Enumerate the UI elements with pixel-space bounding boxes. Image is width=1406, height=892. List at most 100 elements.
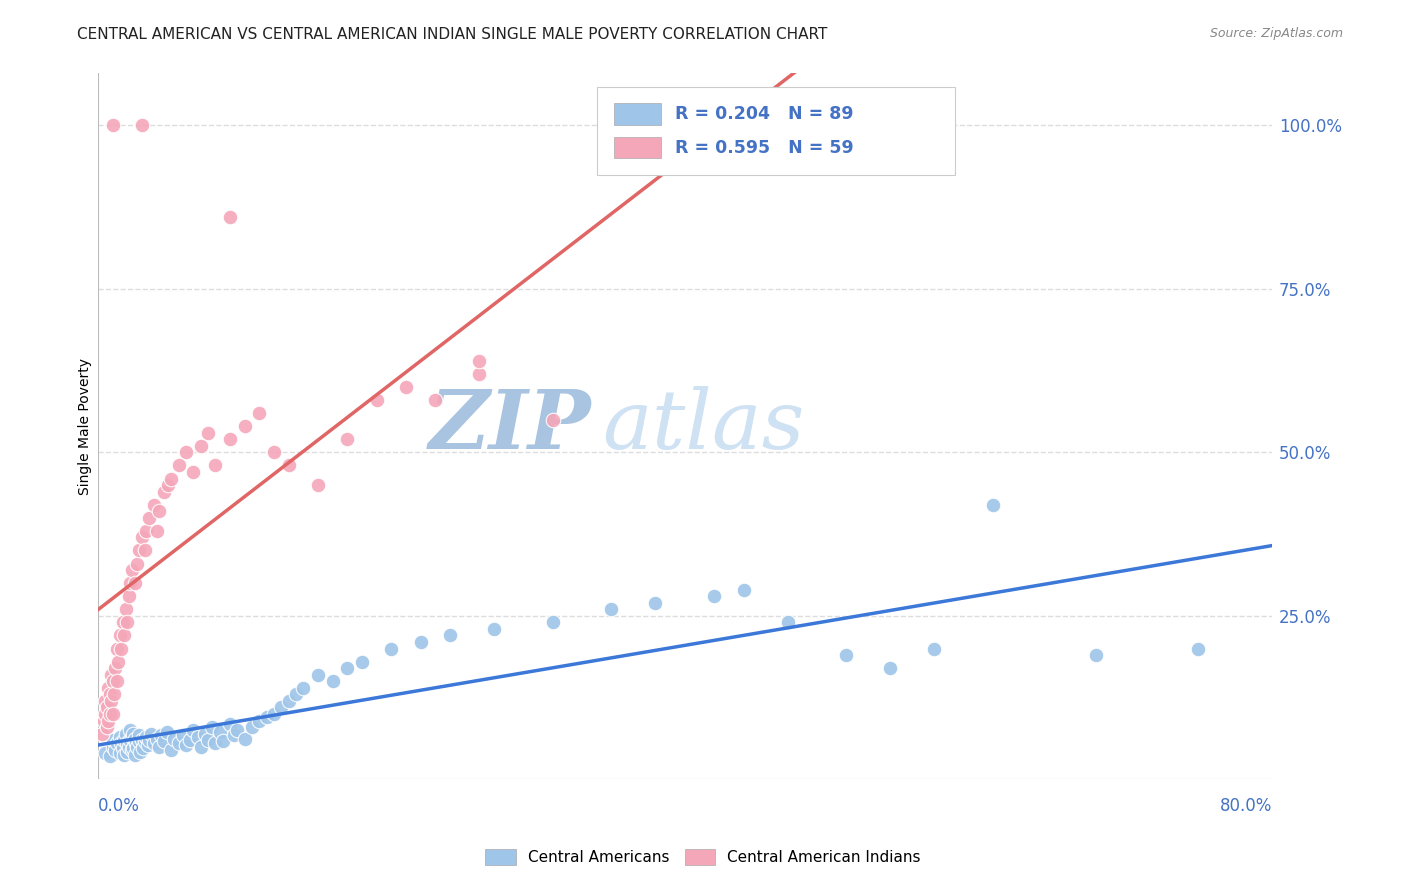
Point [336, 432, 359, 446]
Point [121, 743, 143, 757]
Text: Source: ZipAtlas.com: Source: ZipAtlas.com [1209, 27, 1343, 40]
Text: atlas: atlas [603, 386, 806, 467]
Point [115, 736, 138, 750]
Point [104, 661, 127, 675]
Point [112, 747, 135, 762]
Point [153, 734, 176, 748]
Point [124, 731, 146, 746]
Point [104, 743, 127, 757]
Point [204, 736, 226, 750]
Point [142, 736, 165, 750]
Point [211, 734, 233, 748]
Point [350, 655, 373, 669]
Point [1084, 648, 1107, 662]
Point [148, 504, 170, 518]
Point [124, 576, 146, 591]
Point [134, 734, 156, 748]
Point [96, 720, 118, 734]
Point [167, 458, 190, 473]
Point [277, 458, 299, 473]
Point [101, 733, 124, 747]
FancyBboxPatch shape [614, 103, 661, 125]
Point [97, 681, 120, 695]
Point [172, 728, 194, 742]
Point [174, 739, 197, 753]
Point [307, 478, 329, 492]
Point [98, 687, 121, 701]
Point [468, 353, 491, 368]
Point [120, 723, 142, 738]
Point [111, 741, 134, 756]
Point [157, 478, 180, 492]
Point [127, 739, 149, 754]
Point [148, 739, 170, 754]
Point [134, 543, 156, 558]
Point [142, 498, 165, 512]
Y-axis label: Single Male Poverty: Single Male Poverty [79, 358, 93, 495]
Point [541, 412, 564, 426]
Point [322, 674, 344, 689]
Point [101, 706, 124, 721]
Point [91, 726, 114, 740]
Point [776, 615, 799, 630]
Point [108, 730, 131, 744]
Point [127, 557, 149, 571]
Point [114, 726, 136, 740]
Point [135, 524, 157, 538]
Point [117, 739, 139, 754]
Point [121, 730, 143, 744]
Point [94, 694, 117, 708]
Point [122, 726, 145, 740]
Point [163, 731, 186, 746]
Point [208, 725, 231, 739]
Point [197, 733, 219, 747]
Point [111, 615, 134, 630]
Point [425, 392, 447, 407]
Point [194, 726, 217, 740]
Point [233, 419, 256, 434]
Point [409, 635, 432, 649]
Point [600, 602, 623, 616]
Text: 0.0%: 0.0% [98, 797, 139, 815]
Point [105, 674, 128, 689]
Point [101, 674, 124, 689]
Text: R = 0.595   N = 59: R = 0.595 N = 59 [675, 139, 853, 157]
Point [110, 736, 132, 750]
Point [981, 498, 1004, 512]
Point [136, 739, 159, 753]
Point [307, 667, 329, 681]
Point [879, 661, 901, 675]
Point [181, 723, 204, 738]
Point [117, 589, 139, 603]
Point [128, 728, 150, 742]
Point [179, 733, 201, 747]
Point [160, 743, 183, 757]
Point [101, 739, 124, 754]
Point [703, 589, 725, 603]
Point [128, 543, 150, 558]
Point [97, 714, 120, 728]
Point [112, 733, 135, 747]
Point [835, 648, 858, 662]
Point [468, 367, 491, 381]
FancyBboxPatch shape [614, 137, 661, 159]
Point [197, 425, 219, 440]
Point [115, 615, 138, 630]
Point [115, 745, 138, 759]
Point [125, 736, 148, 750]
Point [131, 530, 153, 544]
Point [149, 728, 172, 742]
FancyBboxPatch shape [596, 87, 955, 176]
Point [924, 641, 946, 656]
Point [190, 739, 212, 754]
Point [380, 641, 402, 656]
Point [219, 716, 242, 731]
Point [100, 694, 122, 708]
Point [482, 622, 505, 636]
Point [128, 734, 150, 748]
Point [284, 687, 307, 701]
Point [108, 746, 131, 760]
Point [190, 439, 212, 453]
Point [366, 392, 388, 407]
Point [93, 714, 115, 728]
